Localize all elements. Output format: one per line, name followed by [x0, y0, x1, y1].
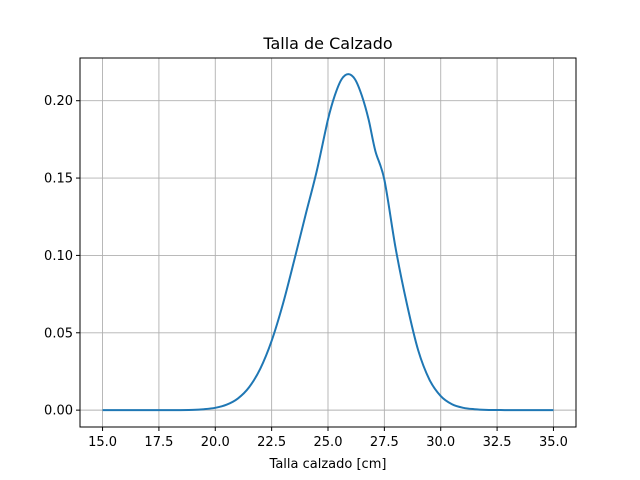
y-tick-label: 0.20: [44, 94, 73, 109]
x-tick-label: 17.5: [144, 435, 173, 450]
grid: [80, 58, 576, 427]
x-tick-label: 15.0: [88, 435, 117, 450]
x-tick-label: 22.5: [257, 435, 286, 450]
y-tick-label: 0.00: [44, 404, 73, 419]
x-tick-label: 30.0: [426, 435, 455, 450]
x-tick-label: 35.0: [539, 435, 568, 450]
x-tick-label: 20.0: [201, 435, 230, 450]
y-tick-label: 0.10: [44, 249, 73, 264]
series-layer: [102, 73, 554, 412]
x-tick-label: 27.5: [370, 435, 399, 450]
x-tick-label: 25.0: [314, 435, 343, 450]
x-axis-label: Talla calzado [cm]: [269, 457, 387, 472]
y-tick-label: 0.15: [44, 172, 73, 187]
x-tick-label: 32.5: [483, 435, 512, 450]
ticks: 15.0 17.5 20.0 22.5 25.0 27.5 30.0 32.5 35.0 0.00…: [44, 94, 568, 450]
series-line: [102, 73, 554, 412]
chart-title: Talla de Calzado: [262, 34, 392, 53]
y-tick-label: 0.05: [44, 326, 73, 341]
